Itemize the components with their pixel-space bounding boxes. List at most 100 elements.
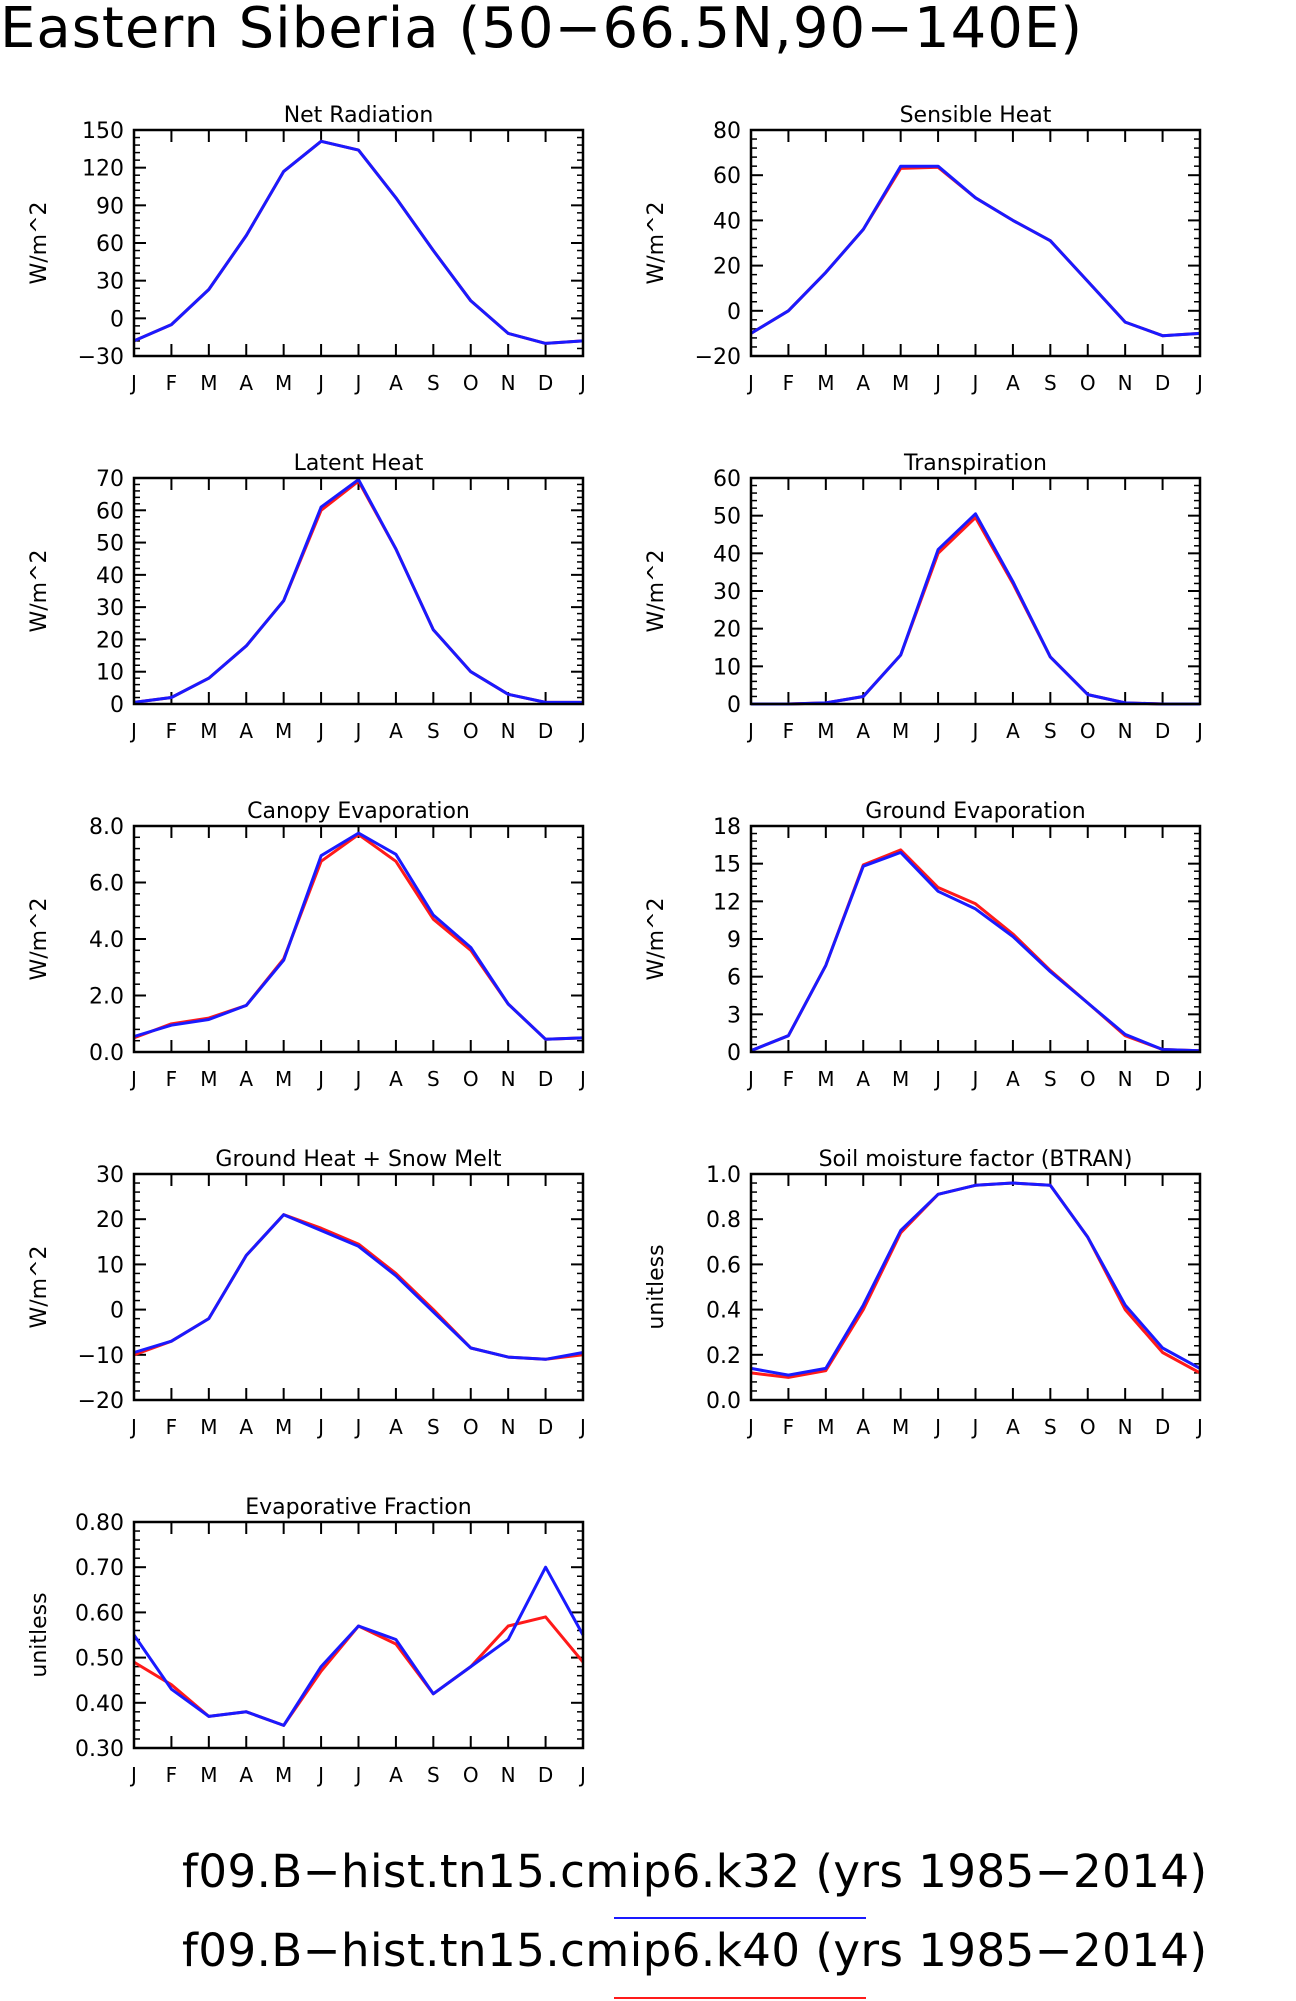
plot-frame [749,128,1202,358]
y-tick-label: 0.30 [75,1737,124,1762]
x-tick-label: J [933,719,941,743]
y-tick-label: 50 [713,505,741,530]
x-tick-label: J [354,1415,362,1439]
x-tick-label: A [389,371,403,395]
y-tick-label: 12 [713,890,741,915]
y-tick-label: 90 [96,194,124,219]
x-tick-label: J [971,719,979,743]
x-tick-label: A [1006,1415,1020,1439]
legend-swatch-k40 [614,1997,866,1999]
y-tick-label: 15 [713,853,741,878]
y-tick-label: 3 [727,1003,741,1028]
y-tick-label: 120 [82,157,124,182]
y-tick-label: 150 [82,119,124,144]
x-tick-label: J [1195,1067,1203,1091]
x-tick-label: J [129,1415,137,1439]
x-tick-label: M [275,719,292,743]
y-tick-label: 0 [727,693,741,718]
y-axis-label: W/m^2 [644,897,669,980]
x-tick-label: A [856,1415,870,1439]
y-axis-label: W/m^2 [644,201,669,284]
x-tick-label: J [129,719,137,743]
x-tick-label: D [1155,719,1170,743]
y-tick-label: 0 [727,300,741,325]
x-tick-label: M [892,1067,909,1091]
y-tick-label: −20 [78,1389,124,1414]
x-tick-label: A [1006,371,1020,395]
x-tick-label: A [856,1067,870,1091]
chart-title: Evaporative Fraction [245,1495,471,1520]
y-tick-label: 10 [96,1253,124,1278]
x-tick-label: A [389,1067,403,1091]
x-tick-label: A [239,719,253,743]
series-line-k40 [133,833,584,1041]
x-tick-label: A [239,1763,253,1787]
y-tick-label: 0.0 [706,1389,741,1414]
x-tick-label: J [971,371,979,395]
x-tick-label: S [1044,719,1057,743]
x-tick-label: S [427,1763,440,1787]
x-tick-label: J [578,1763,586,1787]
y-tick-label: 0.2 [706,1344,741,1369]
plot-frame [132,128,585,358]
plot-frame [749,1172,1202,1402]
y-tick-label: 0.8 [706,1208,741,1233]
y-tick-label: 0 [110,307,124,332]
series-line-k40 [750,165,1201,338]
x-tick-label: O [463,1067,479,1091]
x-tick-label: J [129,371,137,395]
x-tick-label: J [933,371,941,395]
series-line-k40 [133,139,584,345]
plot-frame [132,476,585,706]
x-tick-label: J [933,1415,941,1439]
y-tick-label: 40 [713,209,741,234]
y-tick-label: −10 [78,1344,124,1369]
chart-title: Ground Evaporation [865,799,1085,824]
x-tick-label: J [1195,719,1203,743]
x-tick-label: N [1118,719,1133,743]
y-tick-label: 0 [727,1041,741,1066]
x-tick-label: M [817,1067,834,1091]
plot-frame [749,824,1202,1054]
x-tick-label: J [129,1067,137,1091]
y-tick-label: 0.60 [75,1601,124,1626]
plot-frame [749,476,1202,706]
y-tick-label: 60 [96,232,124,257]
x-tick-label: M [275,371,292,395]
x-tick-label: S [427,371,440,395]
x-tick-label: J [578,1067,586,1091]
x-tick-label: J [316,1763,324,1787]
chart-title: Canopy Evaporation [247,799,470,824]
series-line-k32 [750,1181,1201,1377]
y-axis-label: unitless [27,1592,52,1677]
legend-entry-k40: f09.B−hist.tn15.cmip6.k40 (yrs 1985−2014… [182,1924,1208,1977]
x-tick-label: D [1155,1067,1170,1091]
x-tick-label: M [892,719,909,743]
x-tick-label: J [354,1763,362,1787]
series-line-k40 [133,1615,585,1727]
page-title: Eastern Siberia (50−66.5N,90−140E) [0,0,1084,61]
x-tick-label: J [578,1415,586,1439]
series-line-k32 [133,1213,584,1361]
chart-title: Soil moisture factor (BTRAN) [819,1147,1133,1172]
x-tick-label: O [463,1415,479,1439]
y-tick-label: 20 [713,618,741,643]
x-tick-label: M [275,1415,292,1439]
x-tick-label: J [971,1415,979,1439]
x-tick-label: S [427,719,440,743]
y-tick-label: 9 [727,928,741,953]
x-tick-label: M [892,371,909,395]
x-tick-label: M [817,1415,834,1439]
x-tick-label: O [463,719,479,743]
x-tick-label: A [856,719,870,743]
y-axis-label: W/m^2 [644,549,669,632]
x-tick-label: A [856,371,870,395]
x-tick-label: J [746,1415,754,1439]
chart-panel-4: Canopy Evaporation W/m^2 0.0 2.0 4.0 6.0 8.0 J F… [27,799,586,1091]
chart-panel-8: Evaporative Fraction unitless 0.30 0.40 0.50… [27,1495,586,1787]
x-tick-label: J [354,371,362,395]
x-tick-label: J [971,1067,979,1091]
x-tick-label: S [1044,1415,1057,1439]
